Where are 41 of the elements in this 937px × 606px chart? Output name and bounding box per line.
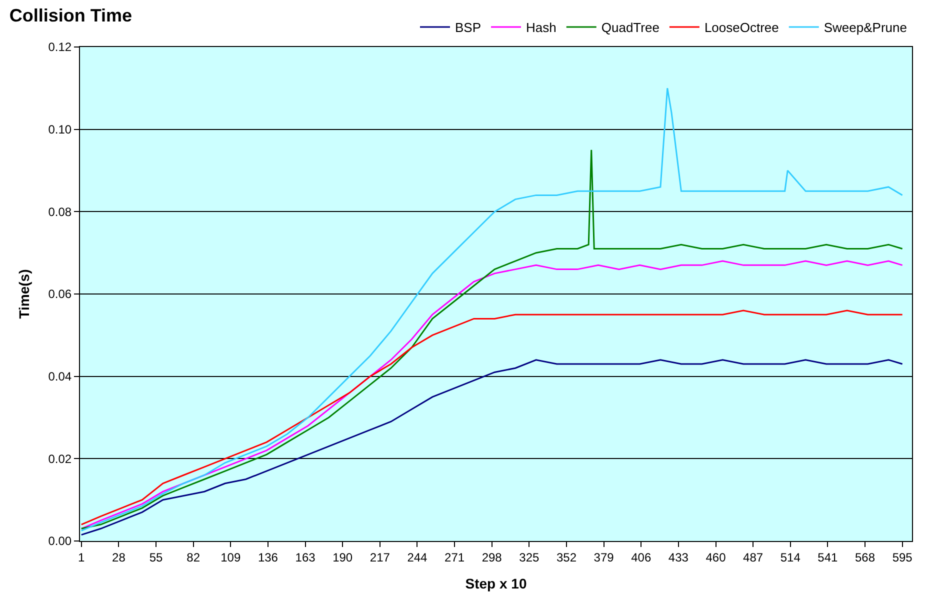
line-series <box>80 260 904 530</box>
x-tick-label: 82 <box>186 550 200 564</box>
x-tick-label: 244 <box>407 550 428 564</box>
x-tick-label: 460 <box>706 550 726 564</box>
x-tick-label: 433 <box>668 550 689 564</box>
legend-label: Sweep&Prune <box>824 20 907 36</box>
x-tick-label: 217 <box>370 550 390 564</box>
x-tick-label: 298 <box>482 550 502 564</box>
x-tick-label: 28 <box>112 550 126 564</box>
line-series <box>80 359 904 536</box>
x-tick-label: 163 <box>295 550 316 564</box>
y-tick-label: 0.02 <box>48 452 72 466</box>
x-tick-label: 136 <box>258 550 278 564</box>
x-tick-label: 325 <box>519 550 540 564</box>
x-tick-label: 541 <box>818 550 838 564</box>
x-tick-label: 568 <box>854 550 876 564</box>
line-series <box>80 310 904 526</box>
legend-label: BSP <box>455 20 482 36</box>
y-tick-label: 0.12 <box>48 40 72 54</box>
x-tick-label: 595 <box>892 550 913 564</box>
x-tick-label: 406 <box>631 550 652 564</box>
y-tick-label: 0.08 <box>48 204 72 219</box>
x-tick-label: 514 <box>780 550 801 564</box>
legend-label: LooseOctree <box>704 20 779 36</box>
y-axis-title: Time(s) <box>16 269 32 319</box>
x-tick-label: 190 <box>332 550 353 564</box>
x-tick-label: 55 <box>149 550 164 564</box>
y-tick-label: 0.00 <box>48 534 72 548</box>
x-axis-title: Step x 10 <box>465 576 527 592</box>
y-tick-label: 0.06 <box>48 287 72 302</box>
x-tick-label: 1 <box>78 550 86 564</box>
x-tick-label: 109 <box>220 550 241 564</box>
chart-title: Collision Time <box>9 6 132 26</box>
legend-label: Hash <box>526 20 556 36</box>
x-tick-label: 352 <box>556 550 577 564</box>
x-tick-label: 379 <box>594 550 614 564</box>
x-tick-label: 271 <box>444 550 465 564</box>
x-tick-label: 487 <box>743 550 764 564</box>
y-tick-label: 0.10 <box>48 122 72 137</box>
legend-label: QuadTree <box>601 20 660 36</box>
y-tick-label: 0.04 <box>48 370 72 384</box>
